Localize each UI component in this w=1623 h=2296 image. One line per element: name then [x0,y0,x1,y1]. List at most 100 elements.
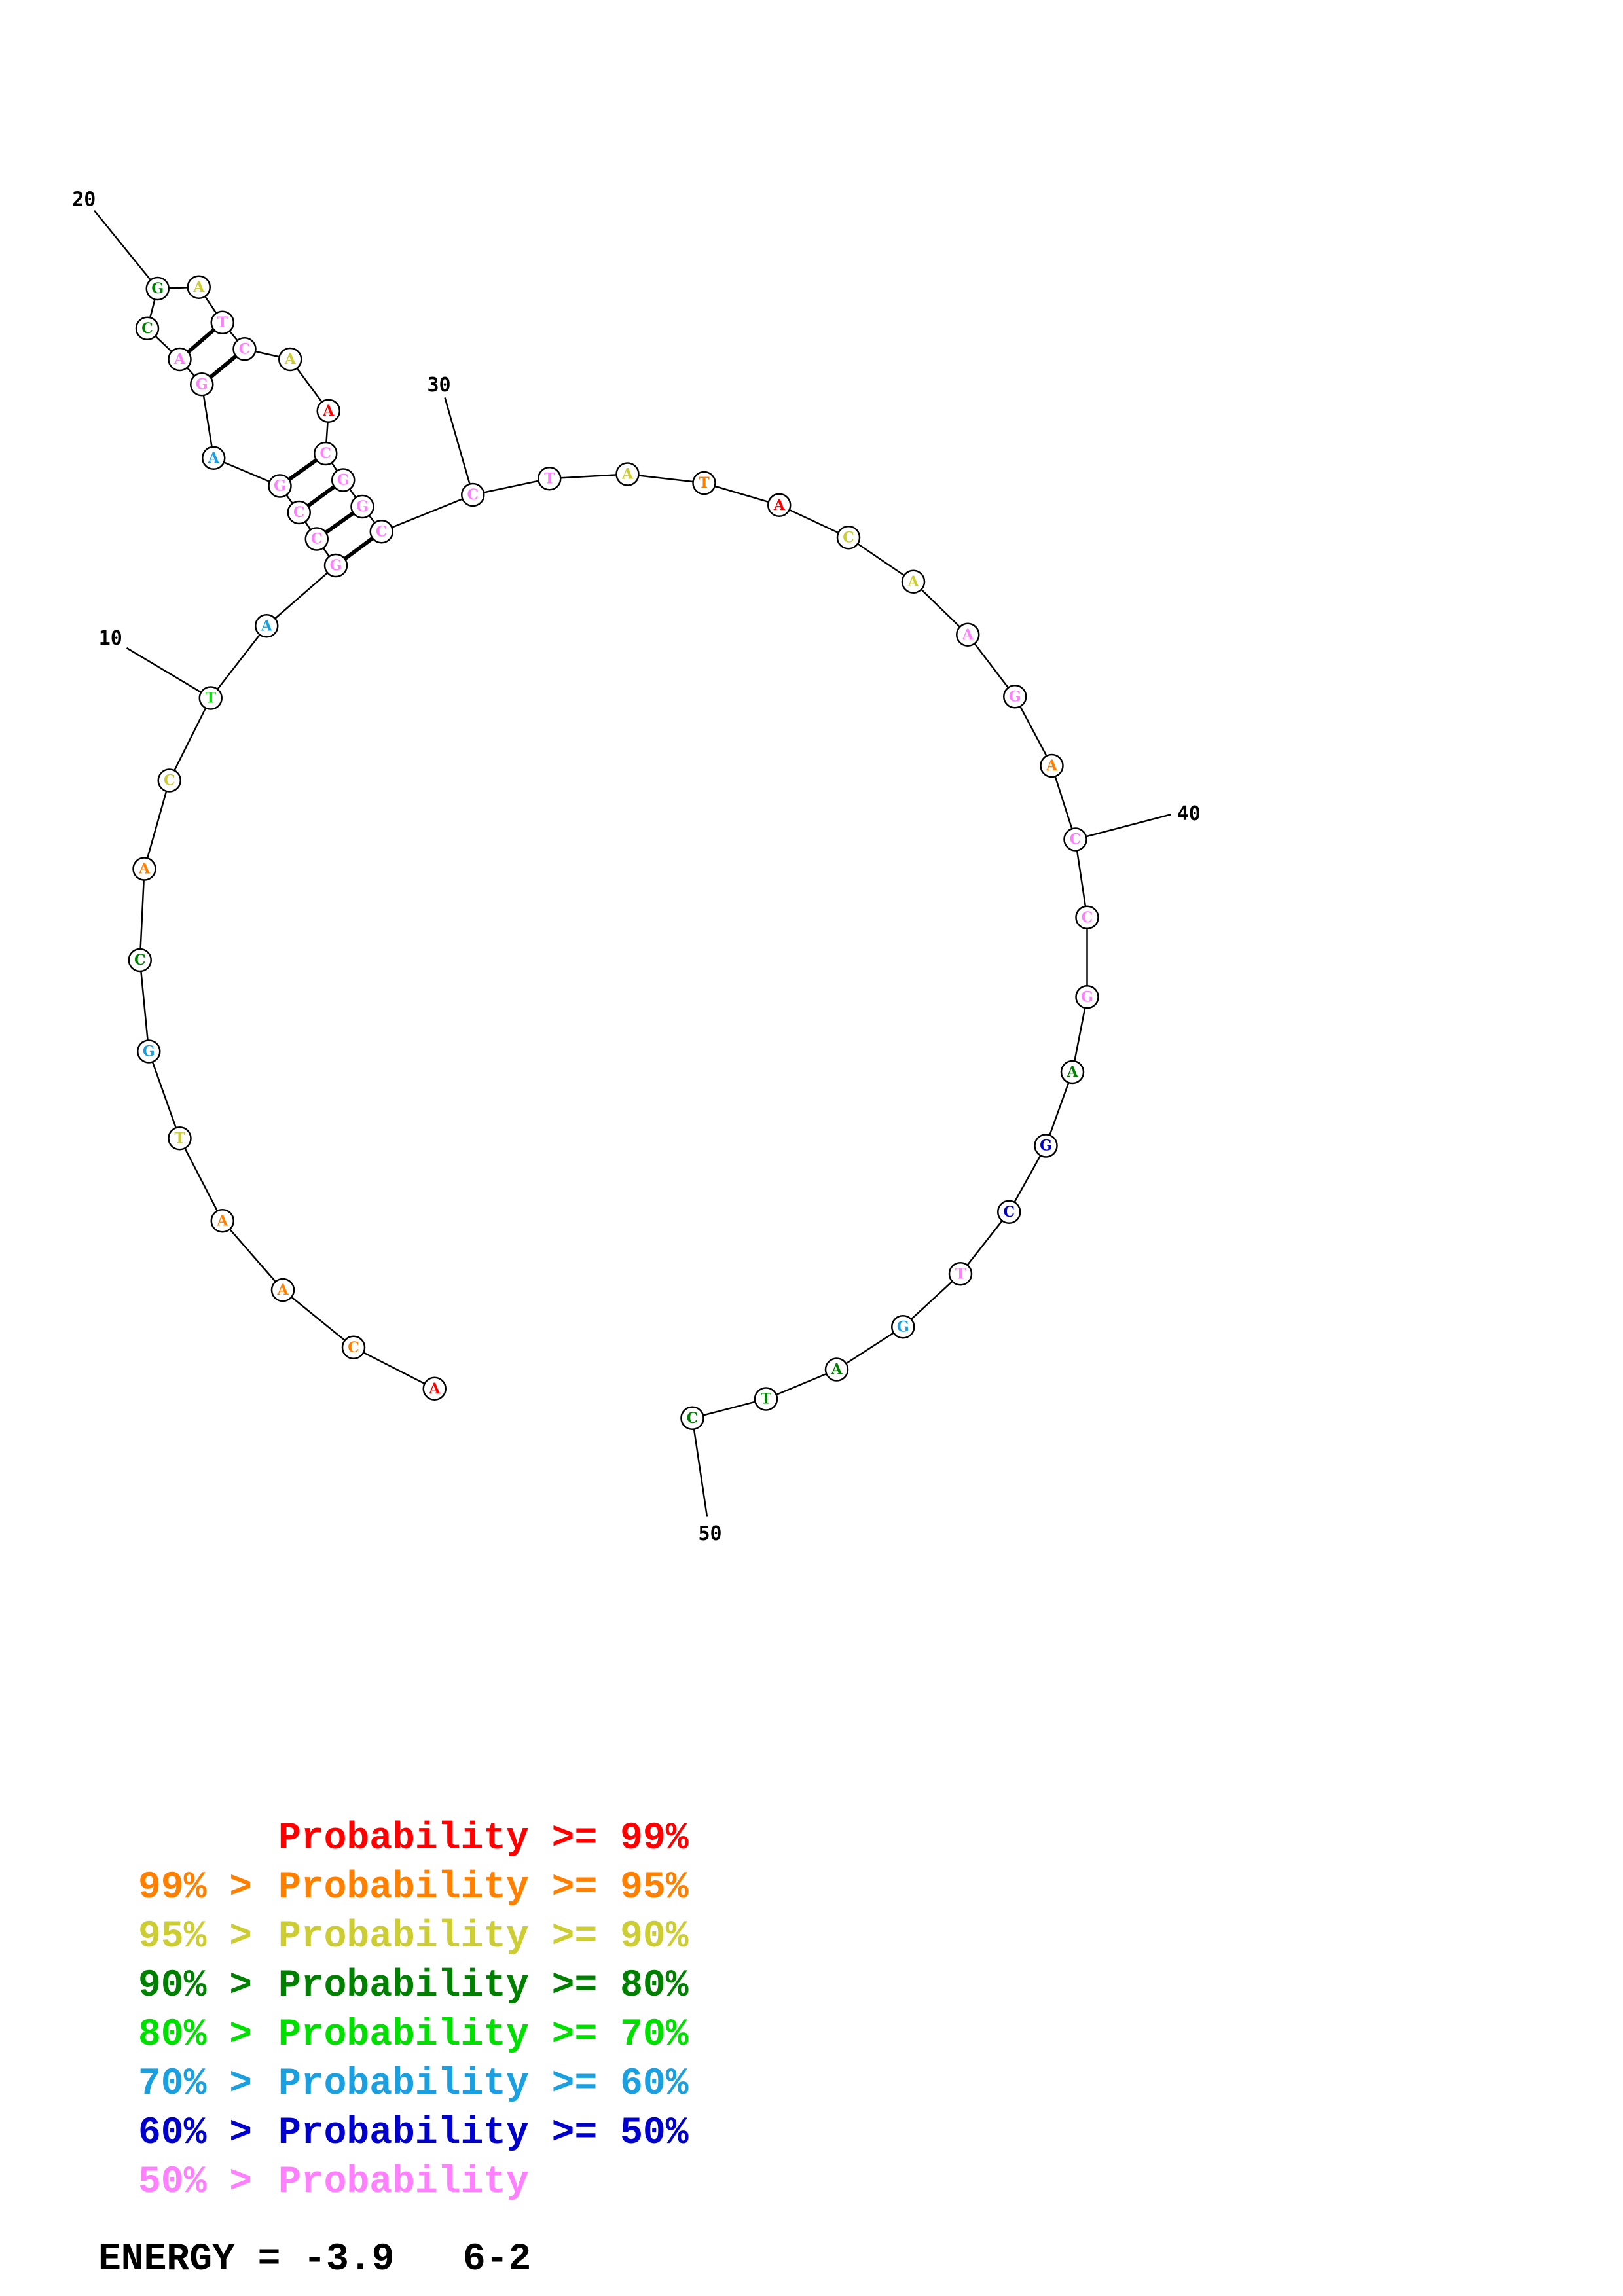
position-tick-40 [1075,814,1172,840]
nucleotide-circle [210,310,234,334]
nucleotide-base: A [138,861,151,878]
nucleotide-39: A [1040,753,1064,778]
nucleotide-circle [824,1357,849,1382]
nucleotide-42: G [1075,985,1099,1009]
legend-row: Probability >= 99% [98,1820,689,1859]
nucleotide-base: C [319,445,331,462]
backbone-segment [549,473,628,480]
nucleotide-28: G [350,494,374,519]
nucleotide-17: G [190,372,214,397]
backbone-segment [1051,765,1076,840]
legend-range-text: Probability [278,2161,529,2204]
nucleotide-34: A [767,493,792,517]
nucleotide-base: A [907,573,919,590]
legend-row: 70% > Probability >= 60% [98,2065,689,2104]
backbone-segment [836,1326,903,1371]
nucleotide-circle [198,686,223,710]
backbone-segment [266,565,337,627]
nucleotide-base: C [467,486,479,503]
nucleotide-41: C [1075,905,1099,929]
nucleotide-base: T [761,1391,772,1408]
backbone-segment [148,1051,181,1139]
legend-lower-bound: 95% > [137,1916,252,1958]
nucleotide-base: G [1009,688,1021,705]
nucleotide-circle [948,1262,973,1286]
nucleotide-base: C [1003,1204,1015,1221]
position-tick-10 [126,647,211,699]
nucleotide-base: C [843,529,854,546]
nucleotide-26: C [314,441,338,466]
nucleotide-circle [1003,685,1027,709]
backbone-segment [221,1220,283,1291]
nucleotide-base: T [174,1130,185,1147]
nucleotide-base: A [830,1361,843,1378]
backbone-segment [692,1398,767,1419]
nucleotide-44: G [1034,1134,1058,1158]
nucleotide-38: G [1003,685,1027,709]
nucleotide-circle [128,948,152,973]
backbone-segment [913,581,969,636]
nucleotide-20: G [145,276,170,301]
energy-label: ENERGY = -3.9 6-2 [98,2238,532,2281]
nucleotide-base: T [206,690,217,707]
position-tick-20 [94,209,158,289]
nucleotide-50: C [680,1406,704,1430]
nucleotide-14: C [287,500,311,525]
nucleotide-23: C [232,337,257,361]
nucleotide-circle [680,1406,704,1430]
nucleotide-10: T [198,686,223,710]
nucleotide-circle [1075,985,1099,1009]
nucleotide-base: C [141,320,153,337]
nucleotide-8: A [132,857,156,881]
nucleotide-base: C [134,952,146,969]
nucleotide-15: G [268,474,292,498]
base-pair-bond [187,328,215,354]
legend-lower-bound: 60% > [137,2112,252,2155]
legend-row: 50% > Probability [98,2163,529,2202]
nucleotide-46: T [948,1262,973,1286]
backbone-segment [1045,1071,1074,1146]
backbone-segment [960,1211,1010,1275]
nucleotide-base: A [261,617,273,634]
legend-row: 90% > Probability >= 80% [98,1967,689,2006]
nucleotide-circle [287,500,311,525]
nucleotide-37: A [956,622,980,647]
nucleotide-base: G [143,1043,155,1060]
base-pair-bond [306,485,336,508]
nucleotide-33: T [692,471,716,495]
backbone [139,286,1088,1419]
backbone-segment [1074,839,1088,918]
backbone-segment [210,625,268,699]
nucleotide-circle [255,614,279,638]
nucleotide-18: A [168,347,192,372]
backbone-segment [168,697,211,781]
nucleotide-11: A [255,614,279,638]
position-ticks: 10 20 30 40 50 [72,188,1201,1546]
nucleotide-base: A [276,1282,289,1299]
nucleotide-13: C [304,527,329,551]
nucleotide-4: A [210,1209,234,1233]
backbone-segment [282,1289,354,1348]
nucleotide-circle [304,527,329,551]
base-pair-bond [287,458,318,482]
nucleotide-circle [1034,1134,1058,1158]
legend-lower-bound: 99% > [137,1867,252,1909]
nucleotide-base: G [151,280,164,297]
nucleotide-circle [1075,905,1099,929]
backbone-segment [139,869,145,961]
nucleotide-circle [202,446,226,470]
legend-range-text: Probability >= 60% [278,2063,689,2106]
position-label-40: 40 [1177,802,1201,825]
nucleotide-circle [692,471,716,495]
nucleotide-circle [422,1376,447,1401]
nucleotide-circle [232,337,257,361]
nucleotide-base: A [773,497,786,514]
nucleotide-circle [145,276,170,301]
nucleotide-6: G [137,1039,161,1064]
nucleotide-21: A [187,275,211,299]
nucleotide-24: A [278,347,302,372]
nucleotide-base: T [955,1265,966,1282]
nucleotide-circle [168,1126,192,1151]
